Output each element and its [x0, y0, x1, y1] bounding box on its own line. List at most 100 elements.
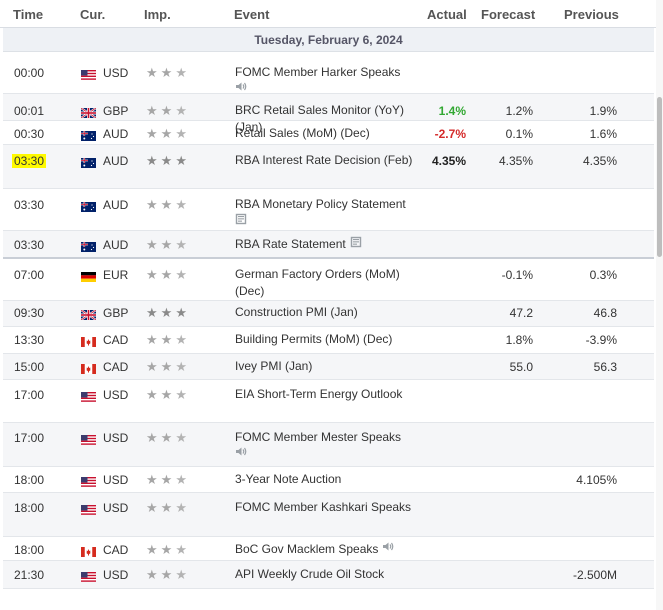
- table-row[interactable]: 00:30 AUD ★★★ Retail Sales (MoM) (Dec) -2.7%…: [3, 121, 654, 145]
- header-currency[interactable]: Cur.: [80, 7, 106, 22]
- header-actual[interactable]: Actual: [427, 7, 467, 22]
- previous-value: 0.3%: [589, 268, 617, 282]
- table-row[interactable]: 15:00 CAD ★★★ Ivey PMI (Jan) 55.0 56.3: [3, 354, 654, 380]
- event-label[interactable]: Building Permits (MoM) (Dec): [235, 332, 393, 346]
- table-row[interactable]: 03:30 AUD ★★★ RBA Monetary Policy Statement: [3, 189, 654, 231]
- importance-stars: ★★★: [146, 153, 190, 169]
- speaker-icon[interactable]: [235, 81, 247, 98]
- currency-code: CAD: [103, 543, 129, 557]
- event-name[interactable]: RBA Interest Rate Decision (Feb): [235, 152, 415, 169]
- event-name[interactable]: Building Permits (MoM) (Dec): [235, 331, 415, 348]
- event-label[interactable]: FOMC Member Harker Speaks: [235, 65, 401, 79]
- table-row[interactable]: 18:00 USD ★★★ 3-Year Note Auction 4.105%: [3, 467, 654, 493]
- importance-stars: ★★★: [146, 430, 190, 446]
- table-row[interactable]: 18:00 CAD ★★★ BoC Gov Macklem Speaks: [3, 537, 654, 561]
- us-flag-icon: [81, 69, 96, 80]
- star-icon: ★: [160, 126, 176, 141]
- event-label[interactable]: German Factory Orders (MoM) (Dec): [235, 267, 400, 298]
- star-icon: ★: [146, 237, 161, 252]
- star-icon: ★: [175, 387, 190, 402]
- previous-value: 46.8: [593, 306, 617, 320]
- table-row[interactable]: 13:30 CAD ★★★ Building Permits (MoM) (Dec) 1…: [3, 327, 654, 354]
- event-name[interactable]: FOMC Member Kashkari Speaks: [235, 499, 415, 516]
- event-name[interactable]: FOMC Member Harker Speaks: [235, 64, 415, 98]
- event-label[interactable]: FOMC Member Kashkari Speaks: [235, 500, 412, 514]
- table-header: Time Cur. Imp. Event Actual Forecast Pre…: [0, 0, 663, 28]
- star-icon: ★: [146, 305, 161, 320]
- header-time[interactable]: Time: [13, 7, 44, 22]
- table-row[interactable]: 18:00 USD ★★★ FOMC Member Kashkari Speaks: [3, 493, 654, 537]
- star-icon: ★: [160, 472, 176, 487]
- importance-stars: ★★★: [146, 126, 190, 142]
- event-time: 15:00: [14, 360, 45, 374]
- speaker-icon[interactable]: [235, 446, 247, 463]
- star-icon: ★: [146, 430, 161, 445]
- star-icon: ★: [146, 197, 161, 212]
- event-label[interactable]: Construction PMI (Jan): [235, 305, 358, 319]
- star-icon: ★: [146, 500, 161, 515]
- table-row[interactable]: 07:00 EUR ★★★ German Factory Orders (MoM) (…: [3, 259, 654, 301]
- header-event[interactable]: Event: [234, 7, 270, 22]
- event-name[interactable]: German Factory Orders (MoM) (Dec): [235, 266, 415, 300]
- event-label[interactable]: Ivey PMI (Jan): [235, 359, 313, 373]
- event-name[interactable]: RBA Monetary Policy Statement: [235, 196, 415, 231]
- us-flag-icon: [81, 504, 96, 515]
- importance-stars: ★★★: [146, 332, 190, 348]
- header-forecast[interactable]: Forecast: [481, 7, 536, 22]
- event-name[interactable]: EIA Short-Term Energy Outlook: [235, 386, 415, 403]
- previous-value: 1.6%: [589, 127, 617, 141]
- table-row[interactable]: 17:00 USD ★★★ FOMC Member Mester Speaks: [3, 423, 654, 467]
- table-row[interactable]: 21:30 USD ★★★ API Weekly Crude Oil Stock -2.…: [3, 561, 654, 589]
- event-label[interactable]: BRC Retail Sales Monitor (YoY) (Jan): [235, 103, 404, 134]
- scrollbar-track[interactable]: [656, 0, 663, 610]
- document-icon[interactable]: [235, 213, 247, 231]
- table-row[interactable]: 00:00 USD ★★★ FOMC Member Harker Speaks: [3, 52, 654, 94]
- au-flag-icon: [81, 201, 96, 212]
- table-row[interactable]: 03:30 AUD ★★★ RBA Interest Rate Decision (F…: [3, 145, 654, 189]
- event-name[interactable]: BRC Retail Sales Monitor (YoY) (Jan): [235, 102, 415, 136]
- event-label[interactable]: RBA Monetary Policy Statement: [235, 197, 406, 211]
- currency-code: USD: [103, 431, 129, 445]
- event-name[interactable]: Construction PMI (Jan): [235, 304, 415, 321]
- importance-stars: ★★★: [146, 359, 190, 375]
- event-label[interactable]: RBA Rate Statement: [235, 237, 346, 252]
- event-label[interactable]: Retail Sales (MoM) (Dec): [235, 126, 370, 140]
- event-label[interactable]: API Weekly Crude Oil Stock: [235, 567, 385, 581]
- event-name[interactable]: 3-Year Note Auction: [235, 471, 415, 488]
- currency-code: AUD: [103, 198, 129, 212]
- event-name[interactable]: BoC Gov Macklem Speaks: [235, 541, 415, 558]
- star-icon: ★: [146, 332, 161, 347]
- scrollbar-thumb[interactable]: [657, 97, 662, 257]
- event-label[interactable]: BoC Gov Macklem Speaks: [235, 542, 379, 556]
- event-label[interactable]: EIA Short-Term Energy Outlook: [235, 387, 403, 401]
- event-name[interactable]: Ivey PMI (Jan): [235, 358, 415, 375]
- star-icon: ★: [146, 126, 161, 141]
- event-time: 00:01: [14, 104, 45, 118]
- star-icon: ★: [175, 472, 190, 487]
- speaker-icon[interactable]: [382, 541, 394, 558]
- event-label[interactable]: 3-Year Note Auction: [235, 472, 342, 486]
- star-icon: ★: [146, 472, 161, 487]
- header-previous[interactable]: Previous: [564, 7, 619, 22]
- table-row[interactable]: 09:30 GBP ★★★ Construction PMI (Jan) 47.2 46.…: [3, 301, 654, 327]
- forecast-value: 0.1%: [505, 127, 533, 141]
- event-name[interactable]: API Weekly Crude Oil Stock: [235, 566, 415, 583]
- star-icon: ★: [160, 542, 176, 557]
- header-importance[interactable]: Imp.: [144, 7, 171, 22]
- star-icon: ★: [160, 153, 176, 168]
- table-row[interactable]: 17:00 USD ★★★ EIA Short-Term Energy Outlook: [3, 380, 654, 423]
- event-label[interactable]: RBA Interest Rate Decision (Feb): [235, 153, 413, 167]
- document-icon[interactable]: [350, 236, 362, 254]
- star-icon: ★: [160, 103, 176, 118]
- event-name[interactable]: FOMC Member Mester Speaks: [235, 429, 415, 463]
- event-name[interactable]: Retail Sales (MoM) (Dec): [235, 125, 415, 142]
- previous-value: 1.9%: [589, 104, 617, 118]
- table-row[interactable]: 03:30 AUD ★★★ RBA Rate Statement: [3, 231, 654, 259]
- event-label[interactable]: FOMC Member Mester Speaks: [235, 430, 402, 444]
- table-row[interactable]: 00:01 GBP ★★★ BRC Retail Sales Monitor (YoY…: [3, 94, 654, 134]
- currency-code: CAD: [103, 333, 129, 347]
- us-flag-icon: [81, 476, 96, 487]
- us-flag-icon: [81, 434, 96, 445]
- event-name[interactable]: RBA Rate Statement: [235, 236, 415, 254]
